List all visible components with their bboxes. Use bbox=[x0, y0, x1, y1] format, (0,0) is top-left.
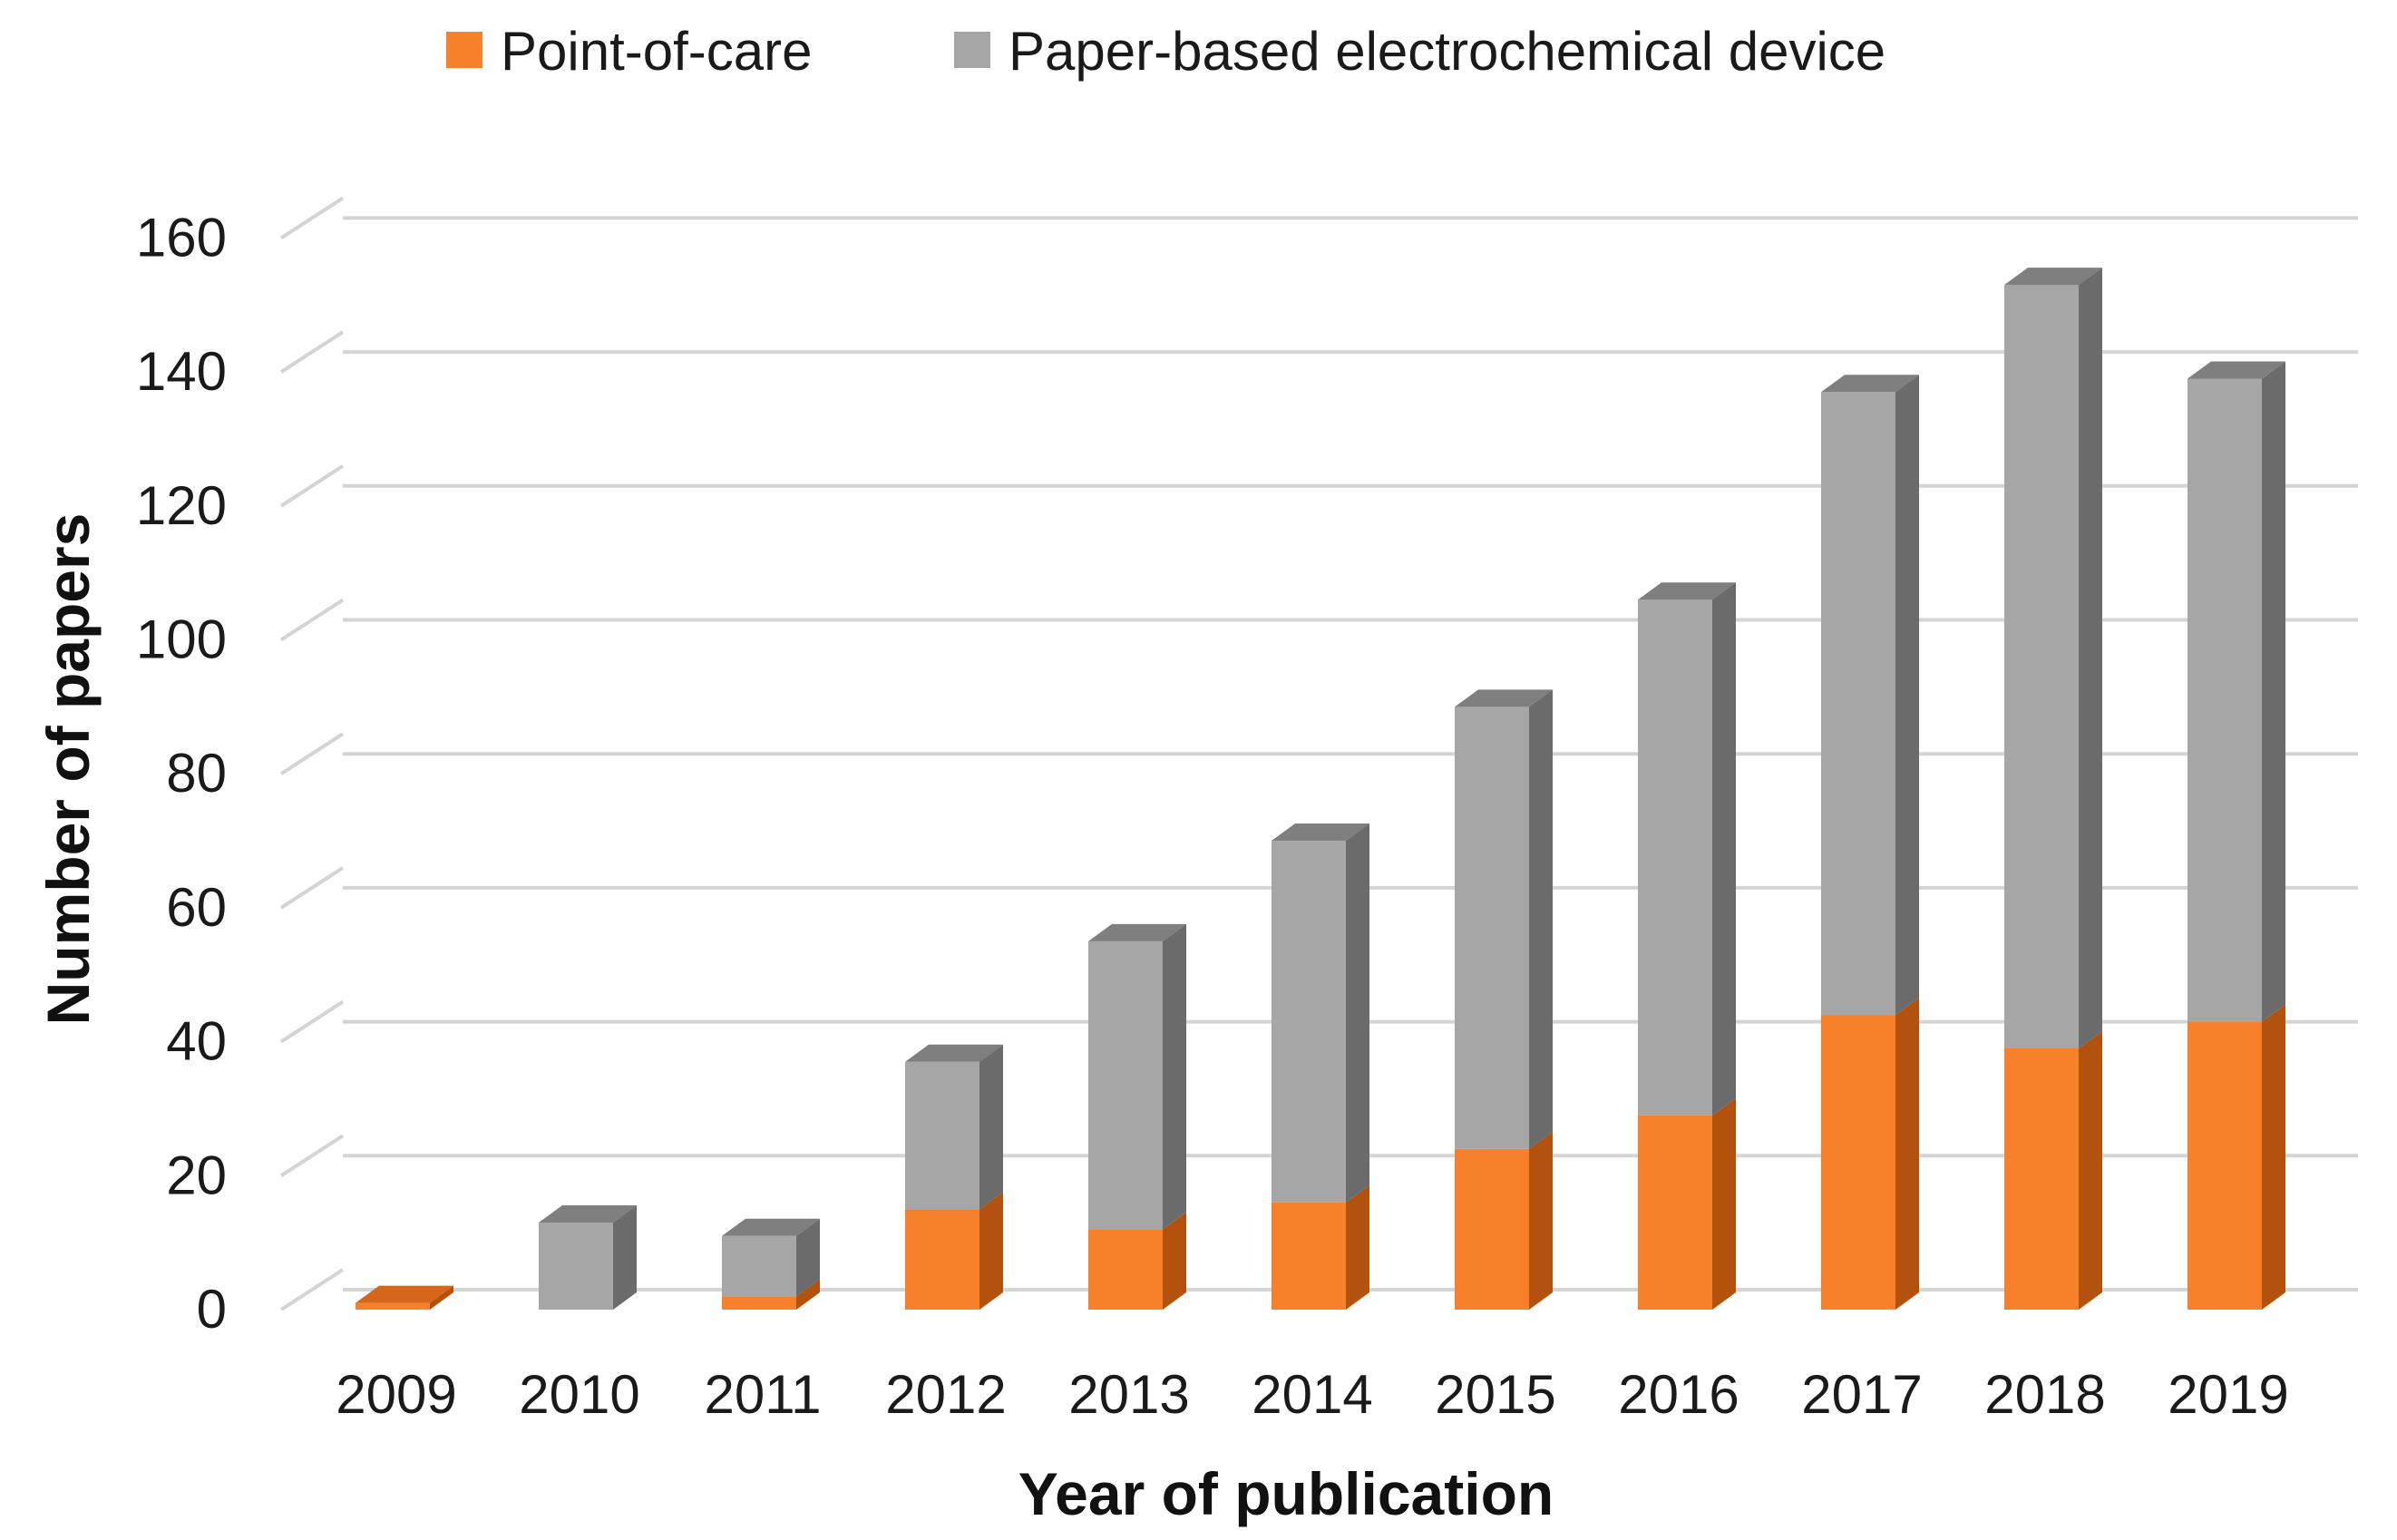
bar-side-paper-based-electrochemical-device-2012 bbox=[979, 1044, 1003, 1210]
bar-paper-based-electrochemical-device-2010 bbox=[539, 1222, 613, 1310]
x-tick-label: 2017 bbox=[1801, 1364, 1922, 1425]
bar-point-of-care-2016 bbox=[1638, 1115, 1712, 1310]
gridline-diagonal bbox=[279, 196, 345, 240]
y-tick-label: 40 bbox=[166, 1011, 227, 1072]
bar-top-2018 bbox=[2004, 268, 2102, 286]
y-tick-label: 60 bbox=[166, 877, 227, 938]
y-tick-label: 120 bbox=[136, 475, 227, 536]
bar-side-point-of-care-2009 bbox=[430, 1285, 453, 1310]
bar-point-of-care-2011 bbox=[722, 1296, 796, 1310]
x-tick-label: 2015 bbox=[1435, 1364, 1555, 1425]
bar-top-2009 bbox=[356, 1285, 453, 1303]
bar-side-point-of-care-2013 bbox=[1163, 1212, 1186, 1310]
legend-swatch-paper-based-electrochemical-device bbox=[954, 32, 990, 68]
bar-side-point-of-care-2014 bbox=[1346, 1184, 1369, 1310]
y-tick-label: 160 bbox=[136, 207, 227, 268]
bar-paper-based-electrochemical-device-2013 bbox=[1088, 941, 1163, 1230]
gridline-diagonal bbox=[279, 866, 345, 910]
bar-point-of-care-2018 bbox=[2004, 1048, 2079, 1310]
y-tick-label: 0 bbox=[197, 1279, 227, 1340]
x-axis-title: Year of publication bbox=[1018, 1460, 1554, 1527]
x-tick-label: 2019 bbox=[2168, 1364, 2288, 1425]
bar-side-paper-based-electrochemical-device-2013 bbox=[1163, 923, 1186, 1230]
bar-side-paper-based-electrochemical-device-2010 bbox=[613, 1204, 637, 1310]
gridline-diagonal bbox=[279, 999, 345, 1044]
bar-point-of-care-2019 bbox=[2188, 1021, 2262, 1310]
bar-side-point-of-care-2012 bbox=[979, 1192, 1003, 1310]
bar-point-of-care-2015 bbox=[1455, 1148, 1529, 1310]
bar-side-paper-based-electrochemical-device-2014 bbox=[1346, 824, 1369, 1203]
bar-top-2014 bbox=[1272, 824, 1369, 842]
bar-top-2011 bbox=[722, 1218, 820, 1236]
legend-label-paper-based-electrochemical-device: Paper-based electrochemical device bbox=[1008, 21, 1885, 82]
bar-point-of-care-2009 bbox=[356, 1302, 430, 1310]
gridline-diagonal bbox=[279, 598, 345, 642]
bar-paper-based-electrochemical-device-2017 bbox=[1821, 392, 1895, 1016]
bar-point-of-care-2013 bbox=[1088, 1229, 1163, 1310]
y-tick-label: 100 bbox=[136, 609, 227, 670]
y-tick-label: 80 bbox=[166, 743, 227, 804]
y-tick-label: 20 bbox=[166, 1145, 227, 1205]
bar-top-2019 bbox=[2188, 361, 2285, 379]
bar-top-2016 bbox=[1638, 582, 1736, 600]
x-axis-tick-labels: 2009 2010 2011 2012 2013 2014 2015 2016 2017 2018… bbox=[336, 1364, 2288, 1425]
x-tick-label: 2011 bbox=[704, 1364, 821, 1425]
bar-point-of-care-2017 bbox=[1821, 1015, 1895, 1310]
bar-side-paper-based-electrochemical-device-2017 bbox=[1895, 375, 1919, 1016]
bar-point-of-care-2012 bbox=[905, 1209, 979, 1310]
bar-point-of-care-2014 bbox=[1272, 1202, 1346, 1310]
bar-top-2015 bbox=[1455, 689, 1553, 707]
bar-side-paper-based-electrochemical-device-2019 bbox=[2262, 361, 2285, 1022]
bar-paper-based-electrochemical-device-2012 bbox=[905, 1061, 979, 1210]
bar-side-paper-based-electrochemical-device-2018 bbox=[2079, 268, 2102, 1048]
legend: Point-of-care Paper-based electrochemica… bbox=[446, 21, 1885, 82]
x-tick-label: 2016 bbox=[1618, 1364, 1739, 1425]
bar-side-point-of-care-2011 bbox=[796, 1279, 820, 1310]
bar-side-paper-based-electrochemical-device-2011 bbox=[796, 1218, 820, 1297]
bar-top-2013 bbox=[1088, 923, 1186, 941]
bar-top-2010 bbox=[539, 1204, 637, 1223]
legend-label-point-of-care: Point-of-care bbox=[501, 21, 812, 82]
bar-paper-based-electrochemical-device-2014 bbox=[1272, 841, 1346, 1203]
y-axis-title: Number of papers bbox=[34, 513, 102, 1026]
bars bbox=[356, 268, 2285, 1310]
x-tick-label: 2018 bbox=[1984, 1364, 2105, 1425]
bar-paper-based-electrochemical-device-2019 bbox=[2188, 378, 2262, 1022]
gridline-diagonal bbox=[279, 1134, 345, 1177]
bar-side-point-of-care-2016 bbox=[1712, 1097, 1736, 1310]
bar-side-point-of-care-2018 bbox=[2079, 1030, 2102, 1310]
gridline-diagonal bbox=[279, 732, 345, 775]
x-tick-label: 2012 bbox=[885, 1364, 1006, 1425]
gridline-diagonal bbox=[279, 1268, 345, 1311]
x-tick-label: 2009 bbox=[336, 1364, 456, 1425]
gridline-diagonal bbox=[279, 464, 345, 508]
bar-paper-based-electrochemical-device-2011 bbox=[722, 1235, 796, 1297]
x-tick-label: 2013 bbox=[1068, 1364, 1189, 1425]
bar-top-2012 bbox=[905, 1044, 1003, 1062]
bar-paper-based-electrochemical-device-2018 bbox=[2004, 285, 2079, 1048]
bar-side-point-of-care-2019 bbox=[2262, 1004, 2285, 1310]
y-tick-label: 140 bbox=[136, 341, 227, 402]
bar-top-2017 bbox=[1821, 375, 1919, 393]
gridline-diagonal bbox=[279, 330, 345, 374]
x-tick-label: 2010 bbox=[519, 1364, 639, 1425]
bar-paper-based-electrochemical-device-2015 bbox=[1455, 707, 1529, 1149]
y-axis-tick-labels: 0 20 40 60 80 100 120 140 160 bbox=[136, 207, 227, 1340]
bar-side-point-of-care-2017 bbox=[1895, 998, 1919, 1310]
legend-swatch-point-of-care bbox=[446, 32, 482, 68]
bar-side-point-of-care-2015 bbox=[1529, 1131, 1553, 1310]
x-tick-label: 2014 bbox=[1252, 1364, 1372, 1425]
bar-side-paper-based-electrochemical-device-2016 bbox=[1712, 582, 1736, 1116]
bar-side-paper-based-electrochemical-device-2015 bbox=[1529, 689, 1553, 1149]
bar-paper-based-electrochemical-device-2016 bbox=[1638, 599, 1712, 1116]
